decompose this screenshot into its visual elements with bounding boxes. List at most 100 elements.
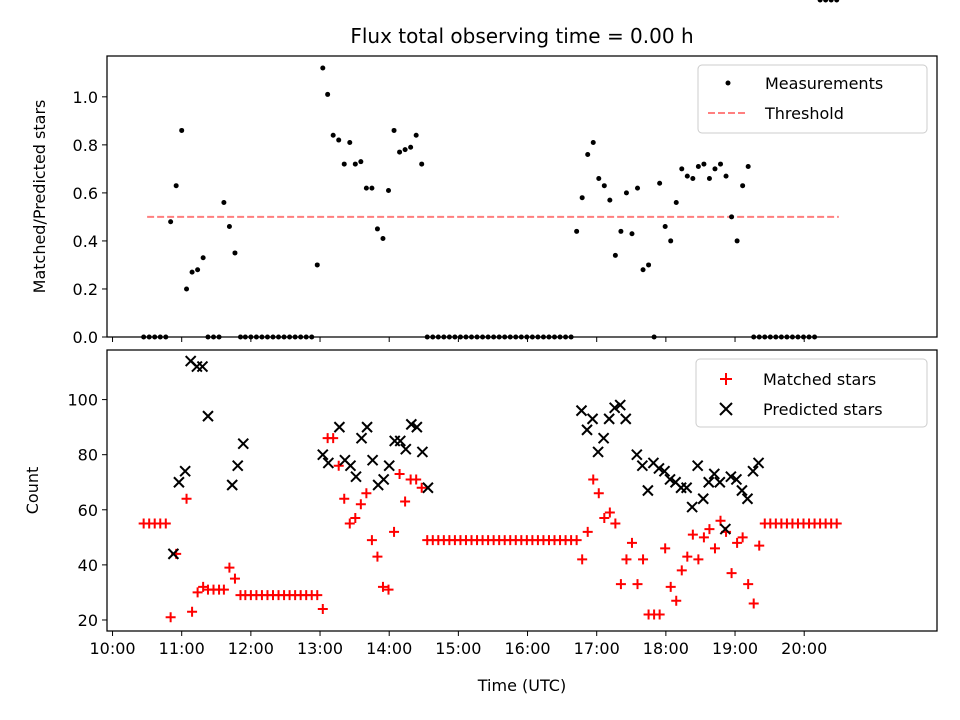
measurement-point: [817, 0, 823, 3]
top-ytick-label: 0.2: [73, 280, 98, 299]
bottom-ytick-label: 80: [78, 446, 98, 465]
matched-star-point: [626, 537, 637, 548]
measurement-point: [718, 161, 724, 167]
top-ytick-label: 0.4: [73, 232, 98, 251]
measurement-point: [380, 236, 386, 242]
predicted-star-point: [708, 468, 720, 480]
predicted-star-point: [173, 476, 185, 488]
matched-star-point: [732, 537, 743, 548]
measurement-point: [352, 161, 358, 167]
measurement-point: [369, 185, 375, 191]
predicted-star-point: [377, 473, 390, 486]
measurement-point: [618, 228, 624, 234]
measurement-point: [679, 166, 685, 172]
measurement-point: [662, 224, 668, 230]
matched-star-point: [350, 513, 361, 524]
matched-star-point: [654, 609, 665, 620]
measurement-point: [347, 139, 353, 145]
predicted-star-point: [586, 413, 599, 425]
xtick-label: 10:00: [89, 639, 135, 658]
measurement-point: [419, 161, 425, 167]
legend-measurements-label: Measurements: [765, 74, 883, 93]
measurement-point: [601, 183, 607, 189]
measurement-point: [623, 190, 629, 196]
bottom-panel: 20 40 60 80 100 10:00 11:00 12:00 13:00 14:00 15:…: [23, 349, 938, 695]
measurement-point: [701, 161, 707, 167]
predicted-star-point: [237, 437, 249, 450]
measurement-point: [232, 250, 238, 256]
measurement-point: [745, 163, 751, 169]
matched-star-point: [698, 532, 709, 543]
matched-star-point: [599, 513, 610, 524]
predicted-star-point: [202, 410, 214, 422]
xtick-label: 12:00: [228, 639, 274, 658]
predicted-star-point: [691, 459, 704, 472]
matched-star-point: [610, 518, 621, 529]
matched-star-point: [748, 598, 759, 609]
xtick-label: 19:00: [712, 639, 758, 658]
matched-star-point: [317, 603, 328, 614]
measurement-point: [695, 163, 701, 169]
predicted-star-point: [196, 360, 209, 373]
measurement-point: [402, 147, 408, 153]
top-y-axis-label: Matched/Predicted stars: [30, 100, 49, 294]
bottom-legend: Matched stars Predicted stars: [695, 358, 928, 428]
legend-predicted-marker: [719, 402, 733, 416]
top-ytick-label: 1.0: [73, 88, 98, 107]
bottom-plot-area: [138, 355, 842, 623]
matched-star-point: [312, 590, 323, 601]
matched-star-point: [743, 579, 754, 590]
predicted-star-point: [575, 404, 588, 417]
matched-star-point: [665, 581, 676, 592]
legend-matched-marker: [720, 373, 732, 385]
bottom-axes-frame: [106, 349, 938, 632]
matched-star-point: [160, 518, 171, 529]
matched-star-point: [582, 526, 593, 537]
measurement-point: [635, 185, 641, 191]
predicted-star-point: [232, 459, 244, 472]
matched-star-point: [192, 587, 203, 598]
matched-star-point: [571, 535, 582, 546]
predicted-star-point: [636, 459, 649, 472]
measurement-point: [668, 238, 674, 244]
predicted-star-point: [581, 424, 593, 436]
predicted-star-point: [179, 465, 191, 477]
predicted-star-point: [405, 418, 418, 431]
measurement-point: [585, 151, 591, 157]
predicted-star-point: [422, 482, 434, 494]
bottom-legend-box: [695, 358, 928, 428]
predicted-star-point: [603, 413, 615, 425]
predicted-star-point: [730, 473, 743, 486]
measurement-point: [413, 132, 419, 138]
predicted-star-point: [664, 473, 676, 486]
predicted-star-point: [366, 454, 379, 466]
measurement-point: [168, 219, 174, 225]
measurement-point: [336, 137, 342, 143]
measurement-point: [320, 65, 326, 71]
matched-star-point: [165, 612, 176, 623]
measurement-point: [596, 175, 602, 181]
matched-star-point: [361, 488, 372, 499]
predicted-star-point: [642, 484, 654, 497]
measurement-point: [729, 214, 735, 220]
measurement-point: [706, 175, 712, 181]
predicted-star-point: [736, 484, 748, 497]
predicted-star-point: [355, 432, 368, 444]
matched-star-point: [687, 529, 698, 540]
matched-star-point: [831, 518, 842, 529]
measurement-point: [740, 183, 746, 189]
predicted-star-point: [725, 471, 737, 483]
matched-star-point: [187, 606, 198, 617]
measurement-point: [358, 159, 364, 165]
xtick-label: 15:00: [435, 639, 481, 658]
measurement-point: [184, 286, 190, 292]
predicted-star-point: [703, 476, 715, 488]
predicted-star-point: [400, 443, 412, 455]
predicted-star-point: [686, 501, 698, 513]
chart-title: Flux total observing time = 0.00 h: [350, 24, 693, 48]
predicted-star-point: [322, 457, 335, 469]
matched-star-point: [682, 551, 693, 562]
xtick-label: 13:00: [297, 639, 343, 658]
measurement-point: [640, 267, 646, 273]
